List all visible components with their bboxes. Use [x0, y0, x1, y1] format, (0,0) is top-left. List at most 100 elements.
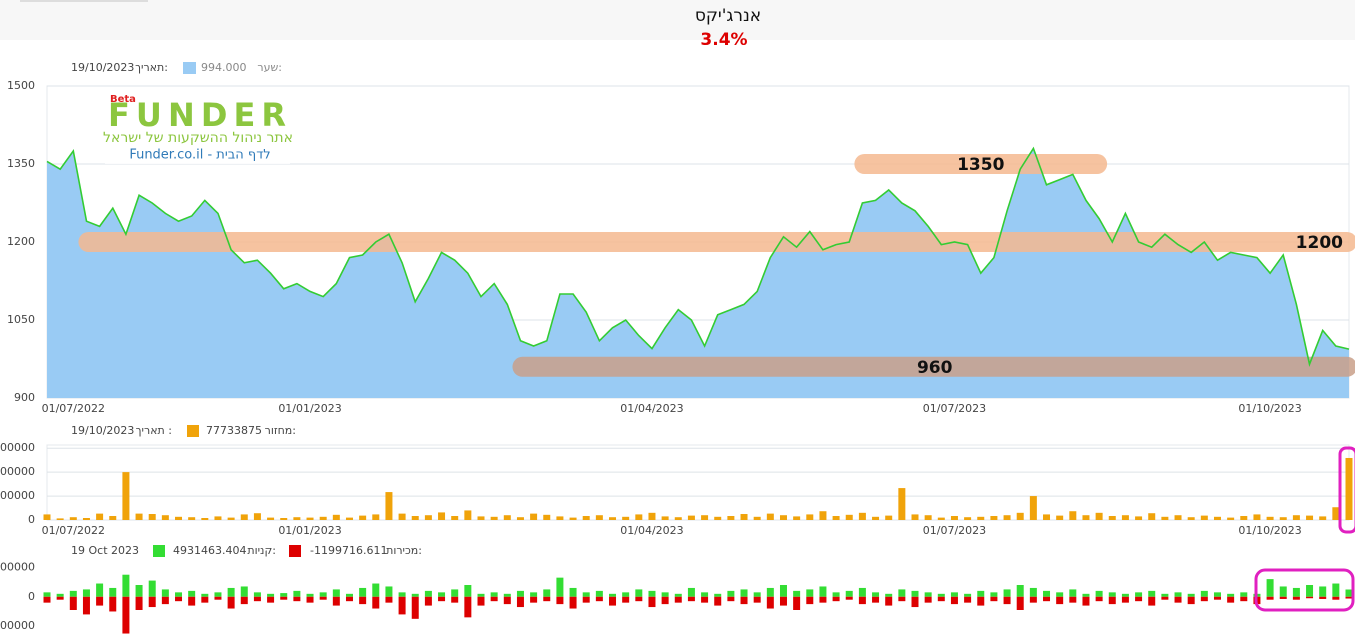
bar: [1095, 512, 1103, 520]
bar: [477, 593, 485, 597]
bar: [582, 516, 590, 520]
bar: [385, 586, 393, 597]
bar: [753, 592, 761, 597]
bar: [793, 590, 801, 597]
bar: [1240, 596, 1248, 602]
bar: [806, 596, 814, 605]
bar: [1253, 514, 1261, 520]
bar: [779, 515, 787, 520]
level-label: 1350: [957, 155, 1004, 175]
bar: [1332, 596, 1340, 600]
bar: [96, 596, 104, 606]
bar: [214, 596, 222, 600]
legend-label: קניות:: [247, 544, 276, 557]
bar: [1187, 517, 1195, 520]
bar: [69, 517, 77, 520]
bar: [595, 590, 603, 597]
bar: [372, 583, 380, 597]
bar: [109, 596, 117, 612]
bar: [701, 596, 709, 603]
bar: [1069, 596, 1077, 603]
bar: [1292, 596, 1300, 600]
bar: [569, 517, 577, 520]
y-tick-label: 00000: [0, 619, 35, 632]
bar: [635, 596, 643, 602]
bar: [332, 596, 340, 606]
bar: [543, 589, 551, 597]
bar: [188, 517, 196, 520]
bar: [1266, 516, 1274, 520]
bar: [82, 518, 90, 520]
bar: [1029, 587, 1037, 597]
bar: [253, 513, 261, 520]
bar: [398, 513, 406, 520]
legend-date-label: תאריך :: [136, 424, 172, 437]
bar: [1240, 516, 1248, 520]
price-change: 3.4%: [700, 30, 747, 50]
bar: [1148, 513, 1156, 520]
bar: [411, 593, 419, 597]
bar: [1082, 596, 1090, 606]
bar: [201, 596, 209, 603]
bar: [1187, 593, 1195, 597]
bar: [253, 592, 261, 597]
bar: [898, 596, 906, 602]
bar: [1161, 596, 1169, 600]
bar: [543, 596, 551, 602]
bar: [1043, 514, 1051, 520]
bar: [1029, 496, 1037, 520]
plots: 900 1050 1200 1350 1500 01/07/2022 01/01/2023 0…: [0, 79, 1355, 634]
header-band: [0, 0, 1355, 40]
bar: [227, 517, 235, 520]
bar: [1240, 592, 1248, 597]
bar: [924, 596, 932, 603]
bar: [872, 592, 880, 597]
bar: [1108, 592, 1116, 597]
bar: [490, 596, 498, 602]
bar: [1161, 516, 1169, 520]
bar: [1266, 596, 1274, 600]
bar: [530, 513, 538, 520]
bar: [227, 587, 235, 597]
bar: [661, 516, 669, 520]
bar: [964, 517, 972, 520]
bar: [609, 596, 617, 606]
bar: [1148, 596, 1156, 606]
bar: [503, 515, 511, 520]
bar: [424, 596, 432, 606]
bar: [267, 596, 275, 603]
x-tick-label: 01/01/2023: [278, 524, 341, 537]
bar: [438, 592, 446, 597]
bar: [1108, 516, 1116, 520]
bar: [858, 596, 866, 605]
bar: [832, 516, 840, 520]
bar: [306, 517, 314, 520]
bar: [622, 596, 630, 603]
bar: [1213, 516, 1221, 520]
bar: [1056, 596, 1064, 605]
bar: [937, 517, 945, 520]
bar: [740, 596, 748, 605]
bar: [1174, 596, 1182, 603]
bar: [1319, 516, 1327, 520]
bar: [319, 592, 327, 597]
bar: [569, 587, 577, 597]
logo-link[interactable]: Funder.co.il - לדף הבית: [129, 148, 270, 163]
bar: [766, 596, 774, 609]
bar: [1306, 596, 1314, 599]
legend-swatch: [289, 545, 301, 557]
bar: [43, 514, 51, 520]
bar: [464, 596, 472, 618]
bar: [622, 516, 630, 520]
bar: [1345, 457, 1353, 520]
bar: [1016, 512, 1024, 520]
bar: [148, 514, 156, 520]
bar: [385, 596, 393, 603]
bar: [82, 589, 90, 597]
plot-frame: [46, 444, 1350, 521]
bar: [1135, 592, 1143, 597]
bar: [1135, 596, 1143, 602]
bar: [648, 590, 656, 597]
bar: [1266, 579, 1274, 597]
